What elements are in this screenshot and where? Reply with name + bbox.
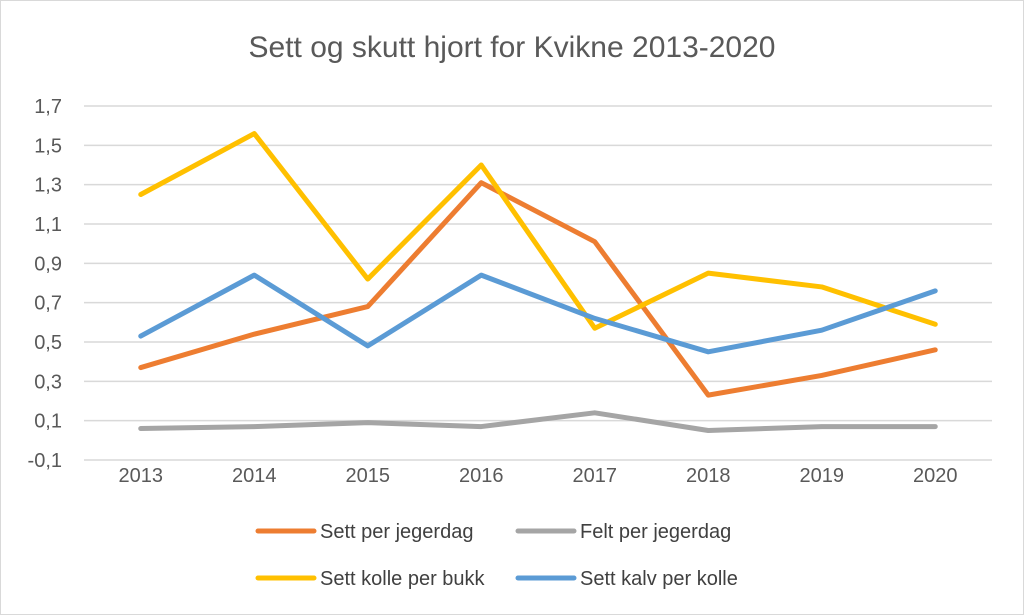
x-axis-tick-labels: 2013 2014 2015 2016 2017 2018 2019 2020 [119,465,958,487]
y-tick-label: -0,1 [28,450,62,472]
chart-title: Sett og skutt hjort for Kvikne 2013-2020 [249,31,776,64]
x-tick-label: 2014 [232,465,277,487]
y-tick-label: 1,7 [34,96,62,118]
x-tick-label: 2018 [686,465,731,487]
y-tick-label: 0,3 [34,371,62,393]
legend-label: Sett kalv per kolle [580,568,738,590]
series-line-3 [138,131,938,331]
series-lines [138,131,938,433]
y-tick-label: 1,3 [34,175,62,197]
x-tick-label: 2020 [913,465,958,487]
y-tick-label: 0,7 [34,293,62,315]
legend-label: Sett per jegerdag [320,521,473,543]
legend-item: Sett kolle per bukk [255,568,486,590]
y-tick-label: 1,5 [34,135,62,157]
x-tick-label: 2013 [119,465,164,487]
y-tick-label: 0,9 [34,253,62,275]
gridlines [84,105,992,461]
legend-item: Sett per jegerdag [255,521,473,543]
legend-item: Sett kalv per kolle [515,568,738,590]
y-axis-tick-labels: -0,1 0,1 0,3 0,5 0,7 0,9 1,1 1,3 1,5 1,7 [28,96,62,472]
x-tick-label: 2019 [800,465,845,487]
y-tick-label: 0,1 [34,411,62,433]
legend-label: Sett kolle per bukk [320,568,486,590]
y-tick-label: 0,5 [34,332,62,354]
x-tick-label: 2017 [573,465,618,487]
series-line-4 [138,272,938,355]
y-tick-label: 1,1 [34,214,62,236]
x-tick-label: 2016 [459,465,504,487]
series-line-2 [138,410,938,433]
legend-item: Felt per jegerdag [515,521,731,543]
legend-label: Felt per jegerdag [580,521,731,543]
legend: Sett per jegerdag Felt per jegerdag Sett k… [255,521,738,590]
x-tick-label: 2015 [346,465,391,487]
series-line-1 [138,180,938,398]
